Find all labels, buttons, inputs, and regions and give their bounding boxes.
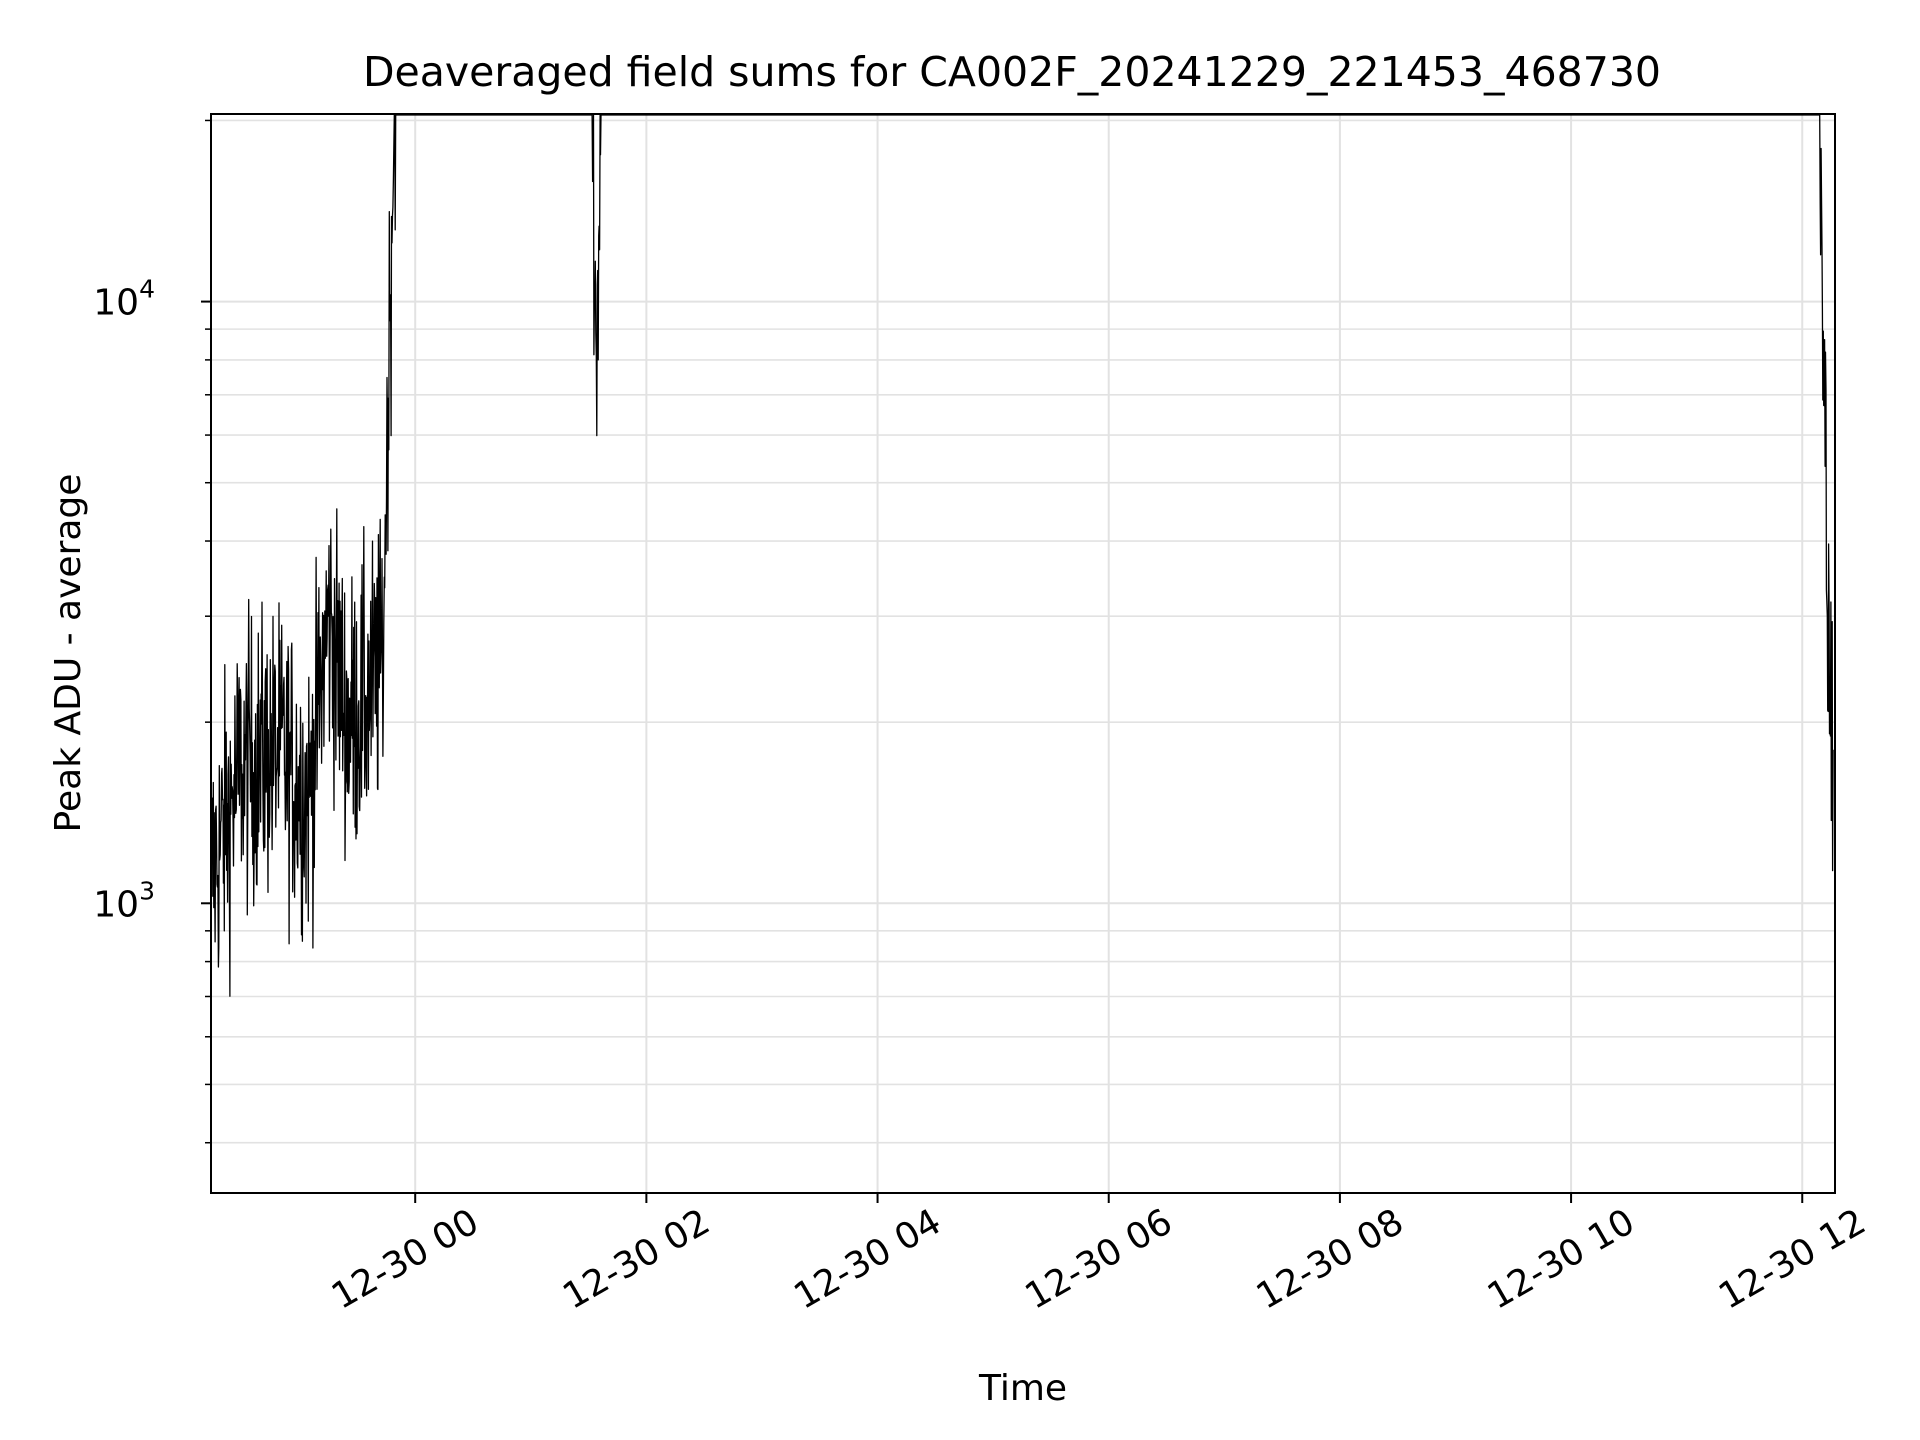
y-tick-label-exponent: 4: [139, 275, 155, 304]
grid: [211, 114, 1835, 1193]
y-tick-label-exponent: 3: [139, 876, 155, 905]
plot-frame: [210, 113, 1836, 1194]
y-tick-label: 104: [93, 275, 155, 324]
y-tick-label-base: 10: [93, 884, 139, 925]
y-axis: 103104105106107: [93, 119, 211, 1144]
chart-title: Deaveraged field sums for CA002F_2024122…: [363, 48, 1661, 96]
y-axis-label: Peak ADU - average: [48, 474, 89, 833]
y-tick-label: 103: [93, 876, 155, 925]
y-tick-label-base: 10: [93, 283, 139, 324]
x-axis-label: Time: [978, 1368, 1067, 1409]
